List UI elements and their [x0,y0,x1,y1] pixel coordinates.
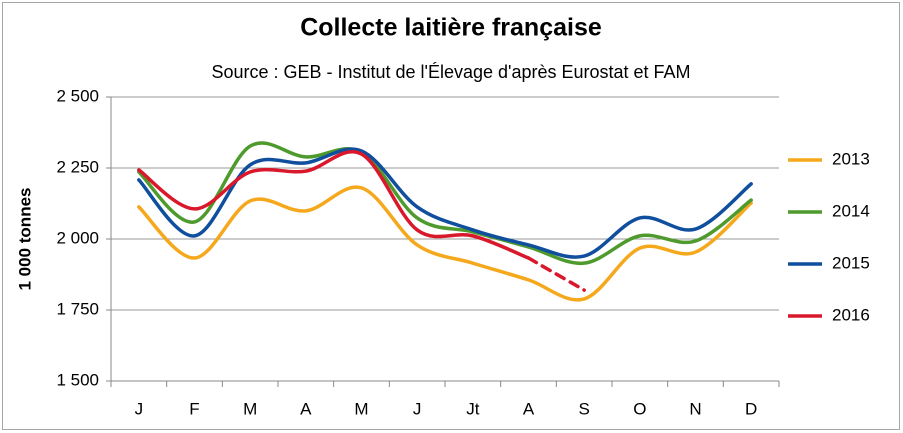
line-series [137,185,753,302]
x-tick-label: S [578,399,589,418]
line-series-dashed [526,256,586,292]
y-tick-label: 1 500 [56,370,99,389]
y-axis-label: 1 000 tonnes [15,188,34,291]
legend-label: 2016 [832,305,870,324]
legend-label: 2014 [832,201,870,220]
x-tick-label: F [189,399,199,418]
x-tick-label: O [633,399,646,418]
y-tick-label: 2 000 [56,228,99,247]
y-tick-label: 2 500 [56,86,99,105]
legend-label: 2013 [832,149,870,168]
x-tick-label: M [354,399,368,418]
line-series [137,147,753,259]
legend-label: 2015 [832,253,870,272]
x-tick-label: Jt [466,399,480,418]
x-tick-label: N [689,399,701,418]
x-tick-label: M [243,399,257,418]
y-tick-label: 1 750 [56,299,99,318]
chart-subtitle: Source : GEB - Institut de l'Élevage d'a… [211,62,690,82]
chart-title: Collecte laitière française [300,14,602,42]
x-tick-label: D [745,399,757,418]
x-tick-label: J [413,399,422,418]
y-tick-label: 2 250 [56,157,99,176]
x-tick-label: J [135,399,144,418]
x-tick-label: A [300,399,312,418]
x-tick-label: A [523,399,535,418]
line-series [137,150,531,260]
line-series [137,141,753,265]
